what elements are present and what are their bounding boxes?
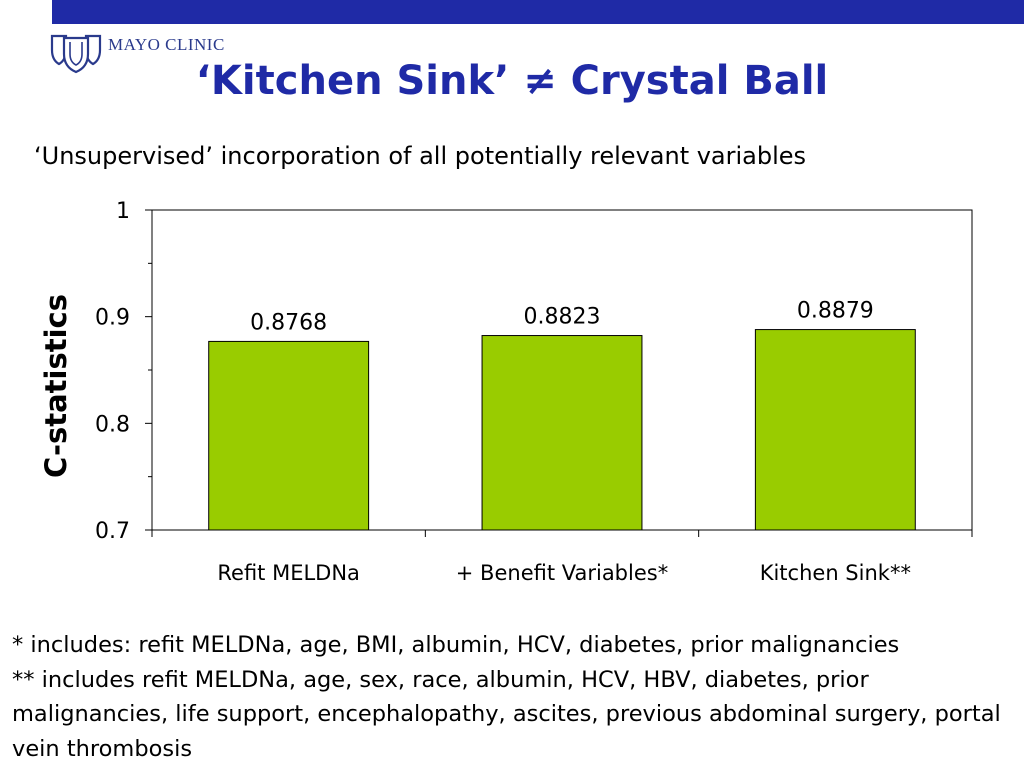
y-tick-label: 0.8 xyxy=(95,412,130,437)
x-category-label: Refit MELDNa xyxy=(217,561,360,585)
top-color-band xyxy=(52,0,1024,24)
x-category-label: Kitchen Sink** xyxy=(760,561,911,585)
bar-chart: 0.7 0.8 0.9 1 0.8768 Refit MELDNa 0.8823 + Bene… xyxy=(39,199,973,585)
slide-title: ‘Kitchen Sink’ ≠ Crystal Ball xyxy=(195,58,829,104)
slide-subtitle: ‘Unsupervised’ incorporation of all pote… xyxy=(34,142,807,170)
bar-value-label: 0.8879 xyxy=(797,299,874,324)
bar-value-label: 0.8823 xyxy=(524,305,601,330)
y-tick-label: 0.9 xyxy=(95,306,130,331)
bar xyxy=(481,335,643,531)
footnote-2: ** includes refit MELDNa, age, sex, race… xyxy=(12,666,1001,762)
mayo-shields-icon xyxy=(50,34,102,74)
footnotes: * includes: refit MELDNa, age, BMI, albu… xyxy=(12,628,1017,766)
bar-value-label: 0.8768 xyxy=(250,310,327,335)
x-category-label: + Benefit Variables* xyxy=(456,561,668,585)
logo-text: MAYO CLINIC xyxy=(108,35,225,54)
y-axis-title: C-statistics xyxy=(39,294,73,478)
y-tick-label: 0.7 xyxy=(95,519,130,544)
footnote-1: * includes: refit MELDNa, age, BMI, albu… xyxy=(12,632,900,658)
bar xyxy=(208,340,370,531)
bar xyxy=(754,329,916,531)
mayo-clinic-logo: MAYO CLINIC xyxy=(50,32,225,76)
y-tick-label: 1 xyxy=(116,199,130,224)
